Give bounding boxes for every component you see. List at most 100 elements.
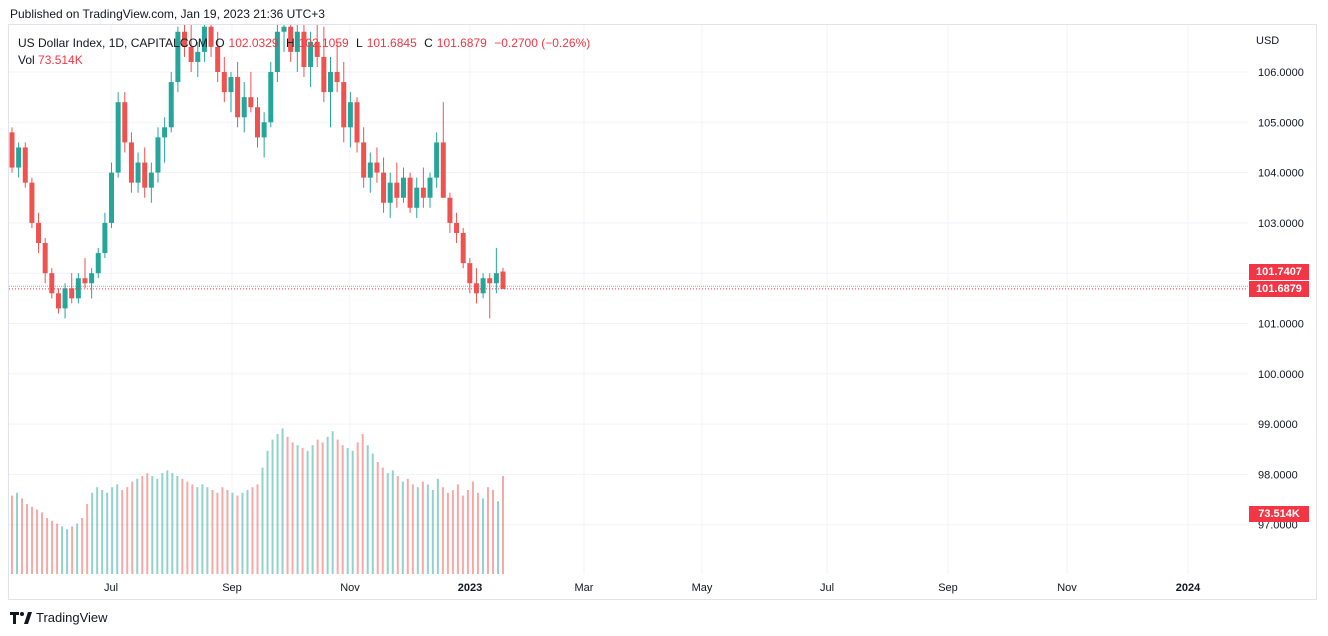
volume-bar — [266, 450, 269, 574]
price-tick-label: 101.0000 — [1258, 319, 1304, 331]
volume-bar — [196, 487, 199, 574]
candle-body — [62, 288, 68, 309]
volume-bar — [351, 450, 354, 574]
volume-bar — [371, 453, 374, 574]
volume-bar — [456, 484, 459, 574]
candle-body — [314, 41, 320, 57]
candle-body — [341, 82, 347, 128]
open-value: 102.0329 — [228, 36, 279, 50]
volume-bar — [211, 490, 214, 574]
candle-body — [235, 77, 241, 118]
ohlc-row: US Dollar Index, 1D, CAPITALCOM O 102.032… — [18, 35, 594, 52]
volume-bar — [51, 520, 54, 574]
candle-body — [82, 278, 88, 284]
symbol-title[interactable]: US Dollar Index, 1D, CAPITALCOM — [18, 36, 208, 50]
candle-body — [155, 137, 161, 173]
candle-body — [109, 172, 115, 223]
volume-bar — [306, 450, 309, 574]
volume-bar — [81, 518, 84, 574]
candle-body — [75, 278, 81, 299]
volume-bar — [21, 498, 24, 574]
candle-body — [274, 31, 280, 72]
volume-bar — [26, 504, 29, 574]
volume-bar — [131, 481, 134, 574]
volume-bar — [161, 473, 164, 574]
chart-frame[interactable] — [8, 24, 1317, 600]
candle-body — [215, 46, 221, 72]
volume-bar — [91, 492, 94, 574]
candle-body — [208, 26, 214, 47]
time-tick-label: Nov — [340, 582, 360, 594]
time-tick-label: Jul — [820, 582, 834, 594]
volume-bar — [241, 492, 244, 574]
price-tick-label: 98.0000 — [1258, 469, 1298, 481]
candle-body — [69, 288, 75, 299]
price-tick-label: 104.0000 — [1258, 168, 1304, 180]
volume-bar — [181, 478, 184, 574]
time-tick-label: May — [692, 582, 713, 594]
volume-bar — [281, 428, 284, 574]
volume-bar — [16, 492, 19, 574]
volume-bar — [191, 484, 194, 574]
time-tick-label: 2023 — [458, 582, 482, 594]
volume-bar — [176, 476, 179, 574]
volume-bar — [246, 490, 249, 574]
volume-bar — [502, 476, 504, 574]
candle-body — [454, 222, 460, 233]
candle-body — [367, 162, 373, 178]
candle-body — [168, 82, 174, 128]
reference-price-tag: 101.7407 — [1249, 264, 1309, 280]
volume-bar — [361, 434, 364, 574]
volume-bar — [466, 490, 469, 574]
candle-body — [55, 293, 61, 309]
candle-body — [347, 102, 353, 128]
candle-body — [447, 197, 453, 223]
volume-bar — [101, 490, 104, 574]
volume-bar — [271, 439, 274, 574]
currency-label: USD — [1256, 35, 1279, 47]
change-value: −0.2700 (−0.26%) — [494, 36, 591, 50]
close-value: 101.6879 — [436, 36, 487, 50]
candle-body — [487, 278, 493, 284]
volume-bar — [326, 436, 329, 574]
volume-bar — [291, 442, 294, 574]
candle-body — [301, 31, 307, 67]
close-label: C — [424, 36, 433, 50]
candle-body — [493, 273, 499, 284]
candle-body — [334, 72, 340, 83]
volume-row: Vol 73.514K — [18, 52, 594, 69]
candle-body — [9, 132, 15, 168]
volume-bar — [61, 526, 64, 574]
volume-bar — [441, 487, 444, 574]
volume-bar — [426, 484, 429, 574]
time-tick-label: Mar — [575, 582, 594, 594]
candle-body — [255, 107, 260, 138]
volume-bar — [171, 473, 174, 574]
candle-body — [128, 142, 134, 183]
volume-bar — [311, 445, 314, 574]
tradingview-icon — [10, 611, 32, 624]
volume-bar — [261, 467, 264, 574]
candle-body — [327, 72, 333, 93]
volume-bar — [66, 529, 69, 574]
candle-body — [294, 31, 300, 52]
volume-bar — [116, 484, 119, 574]
brand-name: TradingView — [36, 610, 108, 625]
volume-bar — [451, 490, 454, 574]
volume-bar — [126, 487, 129, 574]
volume-bar — [136, 478, 139, 574]
volume-bar — [31, 506, 34, 574]
volume-bar — [446, 492, 449, 574]
volume-bar — [121, 490, 124, 574]
candle-body — [162, 127, 168, 138]
candle-body — [500, 271, 506, 289]
volume-bar — [106, 492, 109, 574]
time-tick-label: Jul — [104, 582, 118, 594]
volume-bar — [331, 431, 334, 574]
volume-bar — [256, 484, 259, 574]
tradingview-logo[interactable]: TradingView — [10, 610, 108, 625]
volume-bar — [111, 487, 114, 574]
candle-body — [102, 222, 108, 254]
candle-body — [374, 162, 380, 173]
